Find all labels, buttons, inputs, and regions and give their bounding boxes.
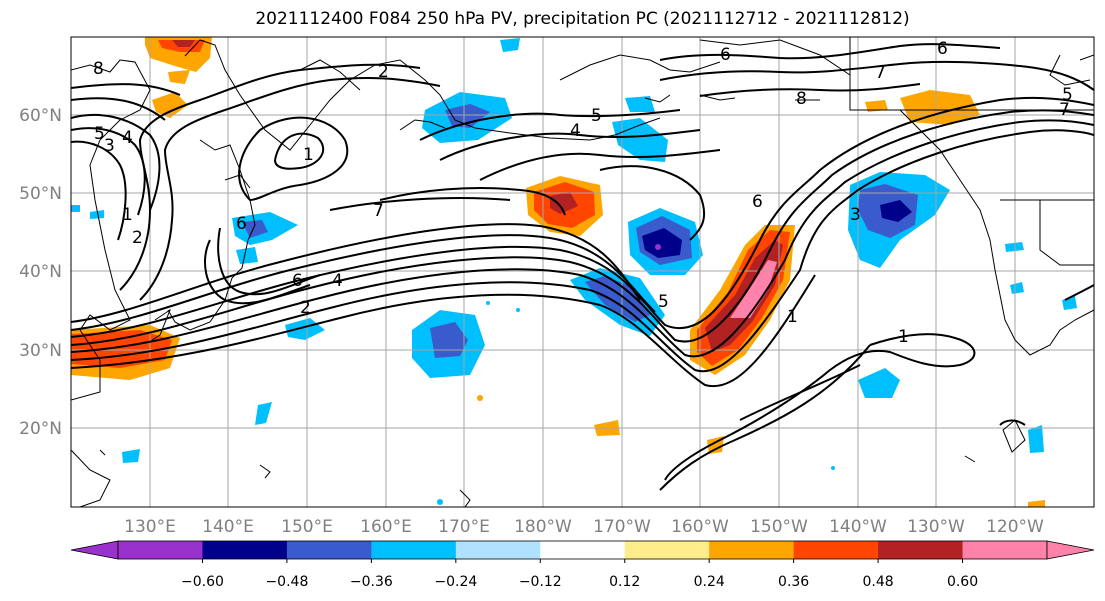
graticule: [71, 37, 1094, 507]
lon-label: 160°W: [671, 517, 729, 537]
colorbar-segment: [455, 541, 541, 559]
colorbar-tick-label: −0.60: [181, 574, 224, 590]
colorbar-segment: [371, 541, 457, 559]
lon-label: 150°E: [281, 517, 333, 537]
lon-label: 120°W: [986, 517, 1044, 537]
contour-label: 7: [373, 201, 384, 221]
contour-label: 5: [591, 106, 602, 126]
colorbar-segment: [878, 541, 964, 559]
colorbar-tick-label: 0.24: [694, 574, 725, 590]
colorbar-under-triangle: [70, 540, 119, 560]
colorbar-tick-label: −0.12: [519, 574, 562, 590]
contour-label: 4: [332, 271, 343, 291]
contour-label: 8: [796, 89, 807, 109]
map-frame: [70, 36, 1095, 508]
lon-label: 130°E: [124, 517, 176, 537]
contour-label: 1: [122, 205, 133, 225]
colorbar-tick-label: 0.36: [778, 574, 809, 590]
pv-contours: [71, 43, 1094, 491]
lon-label: 160°E: [360, 517, 412, 537]
colorbar-segment: [709, 541, 795, 559]
contour-label: 6: [292, 271, 303, 291]
lat-label: 60°N: [19, 106, 62, 126]
contour-label: 3: [850, 205, 861, 225]
colorbar-tick-label: −0.24: [434, 574, 477, 590]
lat-labels: 60°N 50°N 40°N 30°N 20°N: [19, 106, 62, 439]
contour-label: 5: [1062, 85, 1073, 105]
lon-label: 170°E: [438, 517, 490, 537]
contour-label: 5: [94, 124, 105, 144]
coastlines: [71, 37, 1094, 507]
lon-labels: 130°E 140°E 150°E 160°E 170°E 180°W 170°…: [124, 517, 1044, 537]
contour-label: 2: [300, 298, 311, 318]
colorbar-over-triangle: [1046, 540, 1095, 560]
colorbar-segment: [962, 541, 1048, 559]
lon-label: 130°W: [907, 517, 965, 537]
contour-label: 3: [104, 136, 115, 156]
contour-label: 7: [875, 63, 886, 83]
lat-label: 40°N: [19, 262, 62, 282]
colorbar-tick-label: −0.36: [350, 574, 393, 590]
contour-label: 2: [132, 228, 143, 248]
contour-label: 7: [1059, 100, 1070, 120]
contour-label: 8: [93, 59, 104, 79]
lon-label: 150°W: [750, 517, 808, 537]
contour-label: 4: [570, 121, 581, 141]
lat-label: 50°N: [19, 184, 62, 204]
lat-label: 20°N: [19, 419, 62, 439]
contour-label: 2: [378, 62, 389, 82]
lon-label: 180°W: [514, 517, 572, 537]
lon-label: 140°E: [202, 517, 254, 537]
colorbar-tick-label: −0.48: [265, 574, 308, 590]
contour-label: 5: [658, 292, 669, 312]
contour-labels: 6 6 7 8 5 4 2 1 8 5 3 4 1 2 7 6 4 2 5 6 …: [93, 39, 1073, 347]
lon-label: 170°W: [593, 517, 651, 537]
lat-label: 30°N: [19, 341, 62, 361]
contour-label: 6: [937, 39, 948, 59]
colorbar-segment: [793, 541, 879, 559]
colorbar-segment: [202, 541, 288, 559]
colorbar-segment: [286, 541, 372, 559]
contour-label: 6: [236, 214, 247, 234]
lon-label: 140°W: [829, 517, 887, 537]
contour-label: 6: [752, 192, 763, 212]
colorbar: −0.60 −0.48 −0.36 −0.24 −0.12 0.12 0.24 0.36 0.4…: [70, 540, 1095, 590]
contour-label: 1: [787, 307, 798, 327]
colorbar-tick-label: 0.12: [609, 574, 640, 590]
colorbar-tick-label: 0.60: [947, 574, 978, 590]
colorbar-segment: [624, 541, 710, 559]
contour-label: 1: [898, 327, 909, 347]
contour-label: 6: [720, 45, 731, 65]
map-title: 2021112400 F084 250 hPa PV, precipitatio…: [255, 9, 910, 29]
contour-label: 1: [303, 145, 314, 165]
contour-label: 4: [122, 128, 133, 148]
colorbar-tick-label: 0.48: [863, 574, 894, 590]
colorbar-segment: [118, 541, 203, 559]
colorbar-segment: [540, 541, 626, 559]
